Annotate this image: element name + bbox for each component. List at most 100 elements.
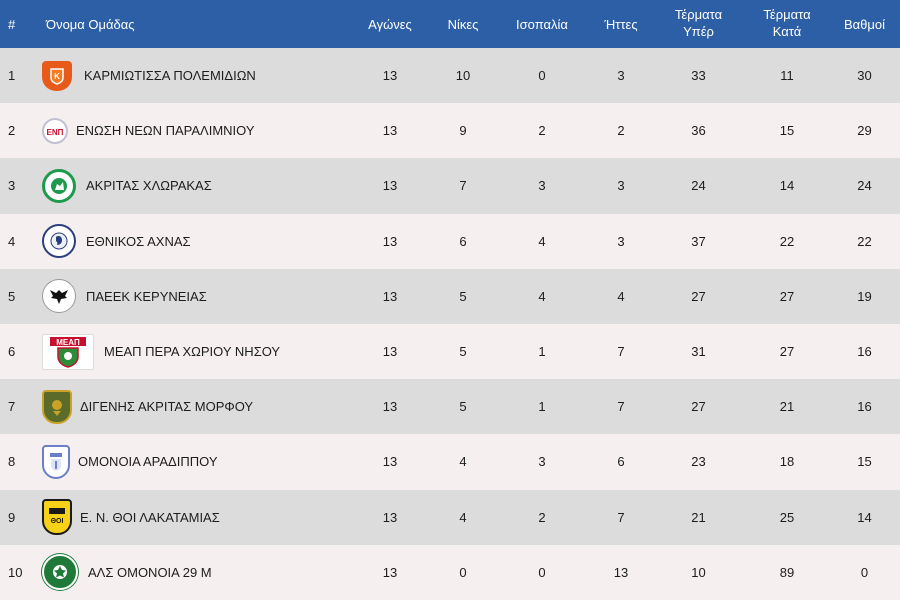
team-name[interactable]: ΑΚΡΙΤΑΣ ΧΛΩΡΑΚΑΣ bbox=[86, 178, 212, 194]
svg-text:K: K bbox=[54, 72, 60, 81]
paeek-crest-icon bbox=[42, 279, 76, 314]
team-name[interactable]: ΜΕΑΠ ΠΕΡΑ ΧΩΡΙΟΥ ΝΗΣΟΥ bbox=[104, 344, 281, 360]
akritas-crest-icon bbox=[42, 168, 76, 203]
row-played: 13 bbox=[382, 68, 398, 84]
row-team: ΘΟΙ Ε. Ν. ΘΟΙ ΛΑΚΑΤΑΜΙΑΣ bbox=[42, 499, 348, 536]
header-goals-against: Τέρματα Κατά bbox=[745, 6, 829, 43]
row-draws: 0 bbox=[538, 68, 546, 84]
svg-text:ΜΕΑΠ: ΜΕΑΠ bbox=[56, 338, 80, 347]
team-name[interactable]: ΚΑΡΜΙΩΤΙΣΣΑ ΠΟΛΕΜΙΔΙΩΝ bbox=[84, 68, 256, 84]
row-losses: 2 bbox=[617, 123, 625, 139]
row-wins: 10 bbox=[455, 68, 471, 84]
table-row: 1 K ΚΑΡΜΙΩΤΙΣΣΑ ΠΟΛΕΜΙΔΙΩΝ 13 10 0 3 33 … bbox=[0, 48, 900, 104]
row-team: ΔΙΓΕΝΗΣ ΑΚΡΙΤΑΣ ΜΟΡΦΟΥ bbox=[42, 389, 348, 424]
row-pos: 6 bbox=[8, 344, 16, 360]
row-goals-against: 14 bbox=[779, 178, 795, 194]
row-team: ΑΚΡΙΤΑΣ ΧΛΩΡΑΚΑΣ bbox=[42, 168, 348, 203]
row-team: ΑΛΣ ΟΜΟΝΟΙΑ 29 Μ bbox=[42, 554, 348, 591]
row-points: 16 bbox=[857, 344, 872, 360]
team-name[interactable]: ΕΝΩΣΗ ΝΕΩΝ ΠΑΡΑΛΙΜΝΙΟΥ bbox=[76, 123, 255, 139]
row-points: 30 bbox=[857, 68, 872, 84]
row-draws: 3 bbox=[538, 454, 546, 470]
row-team: ENΠ ΕΝΩΣΗ ΝΕΩΝ ΠΑΡΑΛΙΜΝΙΟΥ bbox=[42, 117, 348, 144]
row-pos: 9 bbox=[8, 509, 16, 525]
row-goals-against: 22 bbox=[779, 233, 795, 249]
row-goals-against: 21 bbox=[779, 399, 795, 415]
row-goals-for: 36 bbox=[691, 123, 706, 139]
row-losses: 3 bbox=[617, 68, 625, 84]
svg-text:ΘΟΙ: ΘΟΙ bbox=[51, 518, 64, 525]
row-team: ΕΘΝΙΚΟΣ ΑΧΝΑΣ bbox=[42, 224, 348, 259]
row-wins: 5 bbox=[459, 344, 467, 360]
row-played: 13 bbox=[382, 288, 398, 304]
header-losses: Ήττες bbox=[604, 16, 638, 32]
table-row: 10 ΑΛΣ ΟΜΟΝΟΙΑ 29 Μ 13 0 0 13 10 89 0 bbox=[0, 544, 900, 600]
row-losses: 4 bbox=[617, 288, 625, 304]
row-goals-for: 24 bbox=[691, 178, 706, 194]
row-wins: 4 bbox=[459, 454, 467, 470]
row-points: 14 bbox=[857, 509, 872, 525]
row-draws: 2 bbox=[538, 509, 546, 525]
row-losses: 6 bbox=[617, 454, 625, 470]
header-wins: Νίκες bbox=[447, 16, 479, 32]
team-name[interactable]: ΠΑΕΕΚ ΚΕΡΥΝΕΙΑΣ bbox=[86, 288, 207, 304]
row-draws: 2 bbox=[538, 123, 546, 139]
header-goals-for-line2: Υπέρ bbox=[683, 23, 714, 39]
team-name[interactable]: ΕΘΝΙΚΟΣ ΑΧΝΑΣ bbox=[86, 233, 191, 249]
header-points: Βαθμοί bbox=[843, 16, 886, 32]
row-losses: 3 bbox=[617, 178, 625, 194]
row-losses: 7 bbox=[617, 344, 625, 360]
row-wins: 5 bbox=[459, 288, 467, 304]
row-goals-against: 89 bbox=[779, 564, 795, 580]
svg-text:ENΠ: ENΠ bbox=[47, 128, 64, 137]
row-goals-for: 33 bbox=[691, 68, 706, 84]
row-draws: 1 bbox=[538, 399, 546, 415]
team-name[interactable]: ΟΜΟΝΟΙΑ ΑΡΑΔΙΠΠΟΥ bbox=[78, 454, 218, 470]
row-pos: 8 bbox=[8, 454, 16, 470]
row-played: 13 bbox=[382, 399, 398, 415]
row-played: 13 bbox=[382, 233, 398, 249]
row-played: 13 bbox=[382, 509, 398, 525]
row-draws: 4 bbox=[538, 233, 546, 249]
row-goals-for: 37 bbox=[691, 233, 706, 249]
table-header: # Όνομα Ομάδας Αγώνες Νίκες Ισοπαλία Ήττ… bbox=[0, 0, 900, 48]
karmiotissa-crest-icon: K bbox=[42, 60, 72, 91]
row-pos: 2 bbox=[8, 123, 16, 139]
header-played: Αγώνες bbox=[368, 16, 412, 32]
thoi-crest-icon: ΘΟΙ bbox=[42, 499, 72, 536]
row-goals-for: 23 bbox=[691, 454, 706, 470]
row-losses: 7 bbox=[617, 399, 625, 415]
header-draws: Ισοπαλία bbox=[516, 16, 568, 32]
row-played: 13 bbox=[382, 454, 398, 470]
meap-crest-icon: ΜΕΑΠ bbox=[42, 333, 94, 370]
row-wins: 5 bbox=[459, 399, 467, 415]
row-pos: 1 bbox=[8, 68, 16, 84]
table-row: 8 ΟΜΟΝΟΙΑ ΑΡΑΔΙΠΠΟΥ 13 4 3 6 23 18 15 bbox=[0, 434, 900, 490]
row-wins: 6 bbox=[459, 233, 467, 249]
table-row: 4 ΕΘΝΙΚΟΣ ΑΧΝΑΣ 13 6 4 3 37 22 22 bbox=[0, 213, 900, 269]
row-team: ΜΕΑΠ ΜΕΑΠ ΠΕΡΑ ΧΩΡΙΟΥ ΝΗΣΟΥ bbox=[42, 333, 348, 370]
row-team: ΟΜΟΝΟΙΑ ΑΡΑΔΙΠΠΟΥ bbox=[42, 444, 348, 479]
team-name[interactable]: ΔΙΓΕΝΗΣ ΑΚΡΙΤΑΣ ΜΟΡΦΟΥ bbox=[80, 399, 254, 415]
row-points: 19 bbox=[857, 288, 872, 304]
row-points: 15 bbox=[857, 454, 872, 470]
table-row: 6 ΜΕΑΠ ΜΕΑΠ ΠΕΡΑ ΧΩΡΙΟΥ ΝΗΣΟΥ 13 5 1 7 3… bbox=[0, 323, 900, 380]
row-points: 29 bbox=[857, 123, 872, 139]
row-draws: 0 bbox=[538, 564, 546, 580]
row-goals-for: 27 bbox=[691, 399, 706, 415]
row-wins: 7 bbox=[459, 178, 467, 194]
row-wins: 0 bbox=[459, 564, 467, 580]
row-losses: 7 bbox=[617, 509, 625, 525]
row-goals-against: 27 bbox=[779, 288, 795, 304]
row-played: 13 bbox=[382, 564, 398, 580]
team-name[interactable]: ΑΛΣ ΟΜΟΝΟΙΑ 29 Μ bbox=[88, 564, 212, 580]
row-played: 13 bbox=[382, 178, 398, 194]
row-pos: 4 bbox=[8, 233, 16, 249]
header-goals-for: Τέρματα Υπέρ bbox=[652, 6, 745, 43]
team-name[interactable]: Ε. Ν. ΘΟΙ ΛΑΚΑΤΑΜΙΑΣ bbox=[80, 509, 220, 525]
row-pos: 3 bbox=[8, 178, 16, 194]
header-goals-for-line1: Τέρματα bbox=[674, 6, 723, 22]
row-played: 13 bbox=[382, 344, 398, 360]
row-points: 0 bbox=[860, 564, 869, 580]
